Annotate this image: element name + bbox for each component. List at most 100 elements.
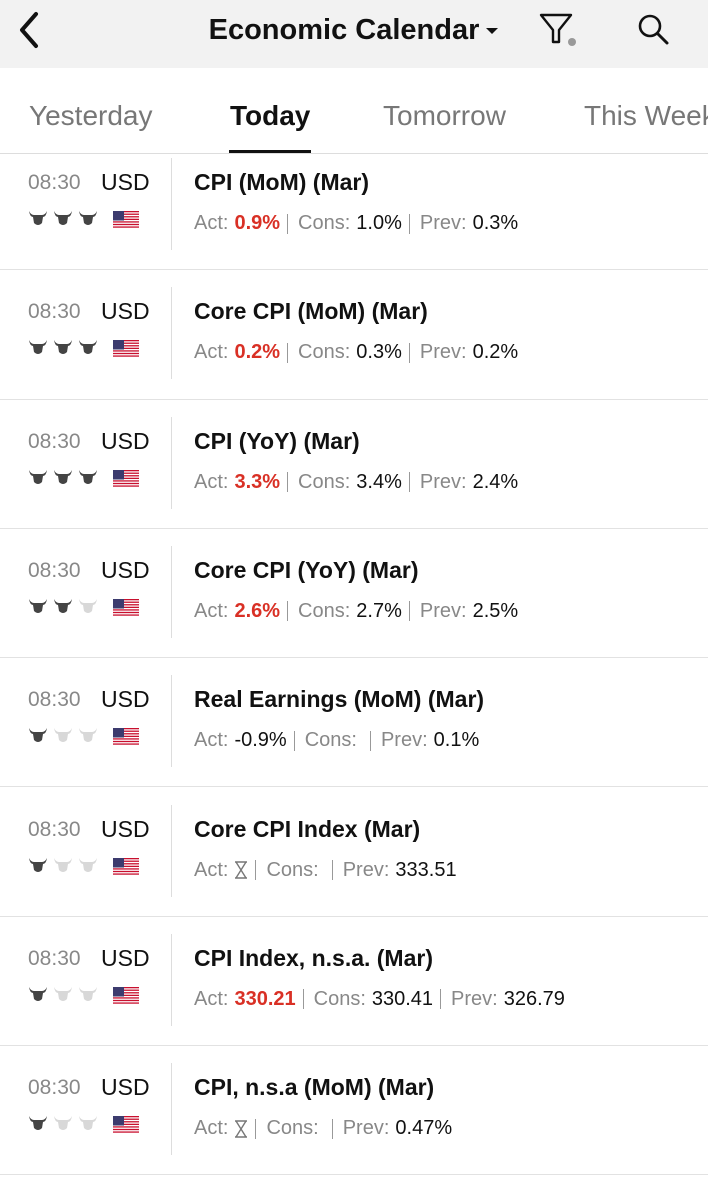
consensus-value: 0.3% <box>356 341 402 364</box>
importance <box>28 856 98 876</box>
event-row[interactable]: 08:30 USD Core CPI (MoM) (Mar) Act: 0.2% Cons… <box>0 270 708 400</box>
flag <box>113 211 139 234</box>
event-currency: USD <box>101 556 150 583</box>
event-time: 08:30 <box>28 558 81 582</box>
separator <box>440 989 442 1010</box>
bull-icon <box>28 338 48 358</box>
actual-label: Act: <box>194 212 229 234</box>
consensus-label: Cons: <box>298 212 351 234</box>
previous-value: 0.2% <box>472 341 519 364</box>
separator <box>331 1118 333 1139</box>
event-time: 08:30 <box>28 688 81 712</box>
importance <box>28 985 98 1005</box>
event-values: Act: 3.3% Cons: 3.4% Prev: 2.4% <box>194 471 518 494</box>
flag <box>113 728 139 751</box>
bull-icon <box>78 209 98 229</box>
caret <box>486 28 499 35</box>
tab-underline <box>229 150 311 153</box>
event-row[interactable]: 08:30 USD Real Earnings (MoM) (Mar) Act: -0.… <box>0 658 708 788</box>
actual-label: Act: <box>194 470 229 493</box>
tab[interactable]: This Week <box>584 100 708 131</box>
importance <box>28 338 98 358</box>
event-time: 08:30 <box>28 817 81 841</box>
previous-label: Prev: <box>419 341 467 364</box>
tab[interactable]: Yesterday <box>29 100 153 131</box>
bull-icon <box>53 985 73 1005</box>
consensus-label: Cons: <box>298 470 351 493</box>
bull-icon <box>53 726 73 746</box>
event-name: Core CPI Index (Mar) <box>194 815 421 842</box>
event-row[interactable]: 08:30 USD CPI Index, n.s.a. (Mar) Act: 330.2… <box>0 917 708 1047</box>
bull-icon <box>28 726 48 746</box>
previous-value: 0.1% <box>433 729 480 752</box>
event-values: Act: 330.21 Cons: 330.41 Prev: 326.79 <box>194 988 565 1011</box>
bull-icon <box>78 597 98 617</box>
event-time: 08:30 <box>28 429 81 453</box>
event-name: CPI (YoY) (Mar) <box>194 427 360 454</box>
actual-label: Act: <box>194 341 229 364</box>
bull-icon <box>78 856 98 876</box>
actual-label: Act: <box>194 858 229 881</box>
previous-label: Prev: <box>380 729 428 752</box>
consensus-label: Cons: <box>304 729 357 752</box>
previous-label: Prev: <box>342 1117 390 1140</box>
separator <box>369 730 371 751</box>
flag <box>113 1116 139 1139</box>
event-row[interactable]: 08:30 USD Core CPI Index (Mar) Act: Cons: Pre… <box>0 788 708 917</box>
separator <box>255 860 257 880</box>
event-values: Act: Cons: Prev: 333.51 <box>194 859 457 882</box>
previous-value: 2.4% <box>472 470 519 493</box>
bull-icon <box>78 726 98 746</box>
previous-value: 2.5% <box>472 599 519 622</box>
actual-label: Act: <box>194 987 229 1010</box>
event-row[interactable]: 08:30 USD CPI (YoY) (Mar) Act: 3.3% Cons: 3.4%… <box>0 400 708 529</box>
bull-icon <box>53 597 73 617</box>
bull-icon <box>28 856 48 876</box>
separator <box>408 472 410 493</box>
title-dropdown[interactable]: Economic Calendar <box>0 14 708 47</box>
previous-label: Prev: <box>419 599 467 622</box>
event-name: Core CPI (YoY) (Mar) <box>194 556 419 583</box>
actual-value: 0.9% <box>234 212 281 234</box>
separator <box>302 989 304 1010</box>
event-row[interactable]: 08:30 USD CPI (MoM) (Mar) Act: 0.9% Cons: 1.0%… <box>0 154 708 271</box>
consensus-label: Cons: <box>266 858 319 881</box>
event-time: 08:30 <box>28 946 81 970</box>
event-name: CPI, n.s.a (MoM) (Mar) <box>194 1074 435 1101</box>
previous-value: 0.3% <box>472 212 519 234</box>
event-row[interactable]: 08:30 USD CPI, n.s.a (MoM) (Mar) Act: Cons: P… <box>0 1046 708 1176</box>
divider <box>171 804 172 897</box>
bull-icon <box>78 1114 98 1134</box>
bull-icon <box>78 468 98 488</box>
bull-icon <box>53 338 73 358</box>
flag <box>113 857 139 881</box>
actual-value: 2.6% <box>234 599 281 622</box>
back-button[interactable] <box>14 10 42 50</box>
flag <box>113 469 139 493</box>
event-row[interactable]: 08:30 USD Core CPI (YoY) (Mar) Act: 2.6% Cons… <box>0 529 708 659</box>
importance <box>28 597 98 617</box>
divider <box>171 675 172 768</box>
tab[interactable]: Today <box>230 100 311 131</box>
previous-label: Prev: <box>419 212 467 234</box>
previous-label: Prev: <box>419 470 467 493</box>
filter-button[interactable] <box>538 12 580 48</box>
bull-icon <box>28 1114 48 1134</box>
separator <box>287 342 289 363</box>
bull-icon <box>78 338 98 358</box>
event-currency: USD <box>101 686 150 713</box>
separator <box>408 213 410 234</box>
tab[interactable]: Tomorrow <box>383 100 506 131</box>
event-time: 08:30 <box>28 171 81 194</box>
event-values: Act: 0.9% Cons: 1.0% Prev: 0.3% <box>194 212 518 235</box>
separator <box>255 1118 257 1139</box>
event-values: Act: -0.9% Cons: Prev: 0.1% <box>194 729 479 752</box>
actual-label: Act: <box>194 729 229 752</box>
actual-value: 0.2% <box>234 341 281 364</box>
previous-value: 333.51 <box>395 858 457 881</box>
event-currency: USD <box>101 298 150 325</box>
event-name: Real Earnings (MoM) (Mar) <box>194 686 485 713</box>
search-button[interactable] <box>636 12 672 48</box>
consensus-value: 2.7% <box>356 599 402 622</box>
header: Economic Calendar <box>0 0 708 68</box>
